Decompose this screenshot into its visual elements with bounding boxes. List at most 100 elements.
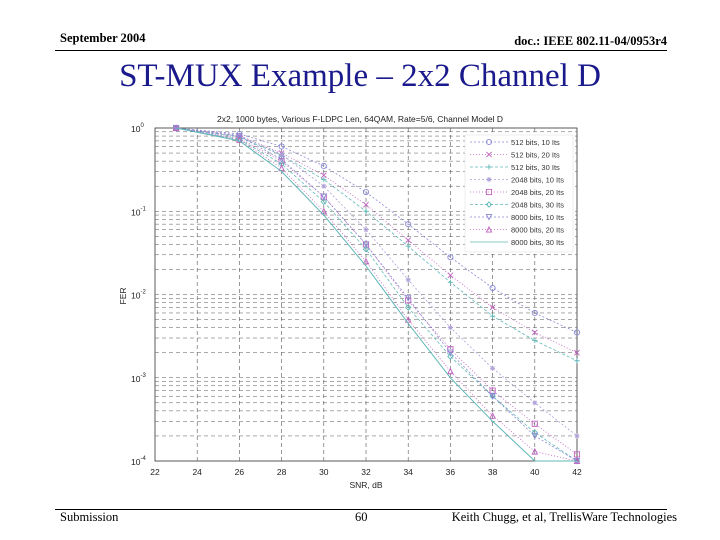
legend-label: 8000 bits, 30 Its [511, 238, 564, 247]
data-point [278, 143, 285, 150]
legend: 512 bits, 10 Its 512 bits, 20 Its 512 bits… [464, 134, 574, 253]
y-tick-label: 10-3 [131, 373, 146, 384]
x-tick-labels: 22 24 26 28 30 32 34 36 38 40 42 [150, 467, 582, 477]
data-point [447, 353, 454, 360]
x-tick-label: 22 [150, 467, 160, 477]
y-tick-label: 100 [131, 123, 144, 134]
legend-label: 512 bits, 20 Its [511, 151, 560, 160]
data-point [531, 447, 539, 455]
data-point [486, 151, 492, 158]
data-point [362, 241, 370, 248]
data-point [485, 201, 493, 208]
footer-authors: Keith Chugg, et al, TrellisWare Technolo… [451, 510, 677, 524]
data-point [278, 164, 285, 172]
legend-label: 2048 bits, 30 Its [511, 201, 564, 210]
data-point [447, 325, 453, 331]
series-line [176, 127, 578, 362]
data-point [489, 304, 496, 311]
legend-item: 2048 bits, 30 Its [470, 201, 564, 210]
series-group [172, 124, 581, 465]
legend-label: 2048 bits, 20 Its [511, 188, 564, 197]
header-doc-id: doc.: IEEE 802.11-04/0953r4 [514, 34, 667, 48]
data-point [574, 349, 580, 356]
x-tick-label: 42 [572, 467, 582, 477]
data-point [320, 198, 328, 206]
legend-label: 512 bits, 10 Its [511, 138, 560, 147]
y-tick-label: 10-4 [131, 456, 146, 467]
y-axis-label: FER [118, 288, 128, 305]
data-point [405, 237, 412, 244]
data-point [278, 160, 285, 168]
data-point [404, 304, 412, 311]
data-point [363, 208, 369, 214]
data-point [573, 451, 581, 458]
data-point [531, 329, 538, 336]
data-point [447, 272, 454, 279]
legend-item: 2048 bits, 10 Its [470, 176, 564, 185]
data-point [236, 136, 243, 143]
legend-item: 512 bits, 10 Its [470, 138, 560, 147]
series-9 [176, 127, 577, 462]
data-point [236, 132, 242, 138]
legend-item: 512 bits, 20 Its [470, 151, 560, 160]
footer-page-number: 60 [355, 510, 368, 524]
x-tick-label: 40 [530, 467, 540, 477]
series-line [176, 127, 578, 462]
header-divider [55, 50, 667, 51]
legend-item: 8000 bits, 10 Its [470, 213, 564, 222]
legend-item: 512 bits, 30 Its [470, 163, 560, 172]
data-point [532, 337, 538, 344]
data-point [278, 158, 285, 165]
chart-title: 2x2, 1000 bytes, Various F-LDPC Len, 64Q… [217, 114, 503, 124]
data-point [447, 367, 454, 375]
data-point [447, 349, 454, 357]
x-tick-label: 36 [446, 467, 456, 477]
series-line [176, 127, 578, 462]
legend-label: 8000 bits, 10 Its [511, 213, 564, 222]
data-point [321, 183, 327, 189]
data-point [236, 136, 243, 143]
data-point [486, 164, 492, 170]
data-point [531, 420, 538, 427]
data-point [531, 432, 539, 440]
legend-item: 2048 bits, 20 Its [470, 188, 564, 197]
data-point [404, 295, 412, 302]
data-point [362, 257, 370, 265]
x-tick-label: 24 [192, 467, 202, 477]
series-line [176, 127, 577, 462]
data-point [489, 412, 496, 419]
data-point [447, 279, 453, 285]
y-tick-labels: 100 10-1 10-2 10-3 10-4 [131, 123, 146, 467]
data-point [362, 189, 370, 196]
data-point [485, 225, 493, 233]
footer-divider [55, 509, 667, 510]
data-point [485, 188, 493, 196]
data-point [278, 156, 285, 163]
series-line [176, 127, 578, 333]
x-axis-label: SNR, dB [349, 480, 382, 490]
data-point [532, 400, 538, 406]
y-tick-label: 10-1 [131, 206, 146, 217]
data-point [405, 277, 411, 283]
legend-label: 2048 bits, 10 Its [511, 176, 564, 185]
data-point [485, 138, 493, 146]
legend-label: 512 bits, 30 Its [511, 163, 560, 172]
legend-item: 8000 bits, 30 Its [470, 238, 564, 247]
data-point [486, 176, 492, 183]
legend-label: 8000 bits, 20 Its [511, 226, 564, 235]
data-point [405, 243, 411, 249]
data-point [363, 227, 369, 233]
data-point [405, 221, 412, 228]
data-point [490, 365, 496, 371]
data-point [363, 201, 369, 208]
data-point [321, 176, 327, 183]
data-point [489, 393, 496, 400]
data-point [236, 133, 243, 140]
data-point [320, 162, 327, 170]
x-tick-label: 28 [277, 467, 287, 477]
data-point [574, 358, 580, 364]
data-point [362, 245, 370, 253]
series-line [176, 127, 578, 354]
data-point [320, 172, 327, 179]
